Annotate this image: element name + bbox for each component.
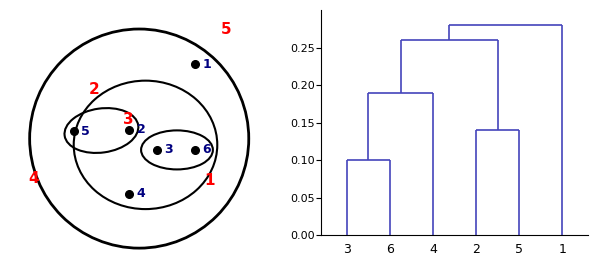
Text: 3: 3 xyxy=(164,143,173,157)
Text: 4: 4 xyxy=(28,171,39,186)
Text: 3: 3 xyxy=(122,112,133,127)
Text: 5: 5 xyxy=(221,22,232,36)
Text: 5: 5 xyxy=(81,125,90,137)
Text: 1: 1 xyxy=(205,173,215,188)
Text: 4: 4 xyxy=(137,188,145,200)
Text: 1: 1 xyxy=(202,58,211,71)
Text: 2: 2 xyxy=(137,123,145,136)
Text: 6: 6 xyxy=(202,143,211,157)
Text: 2: 2 xyxy=(88,82,99,97)
